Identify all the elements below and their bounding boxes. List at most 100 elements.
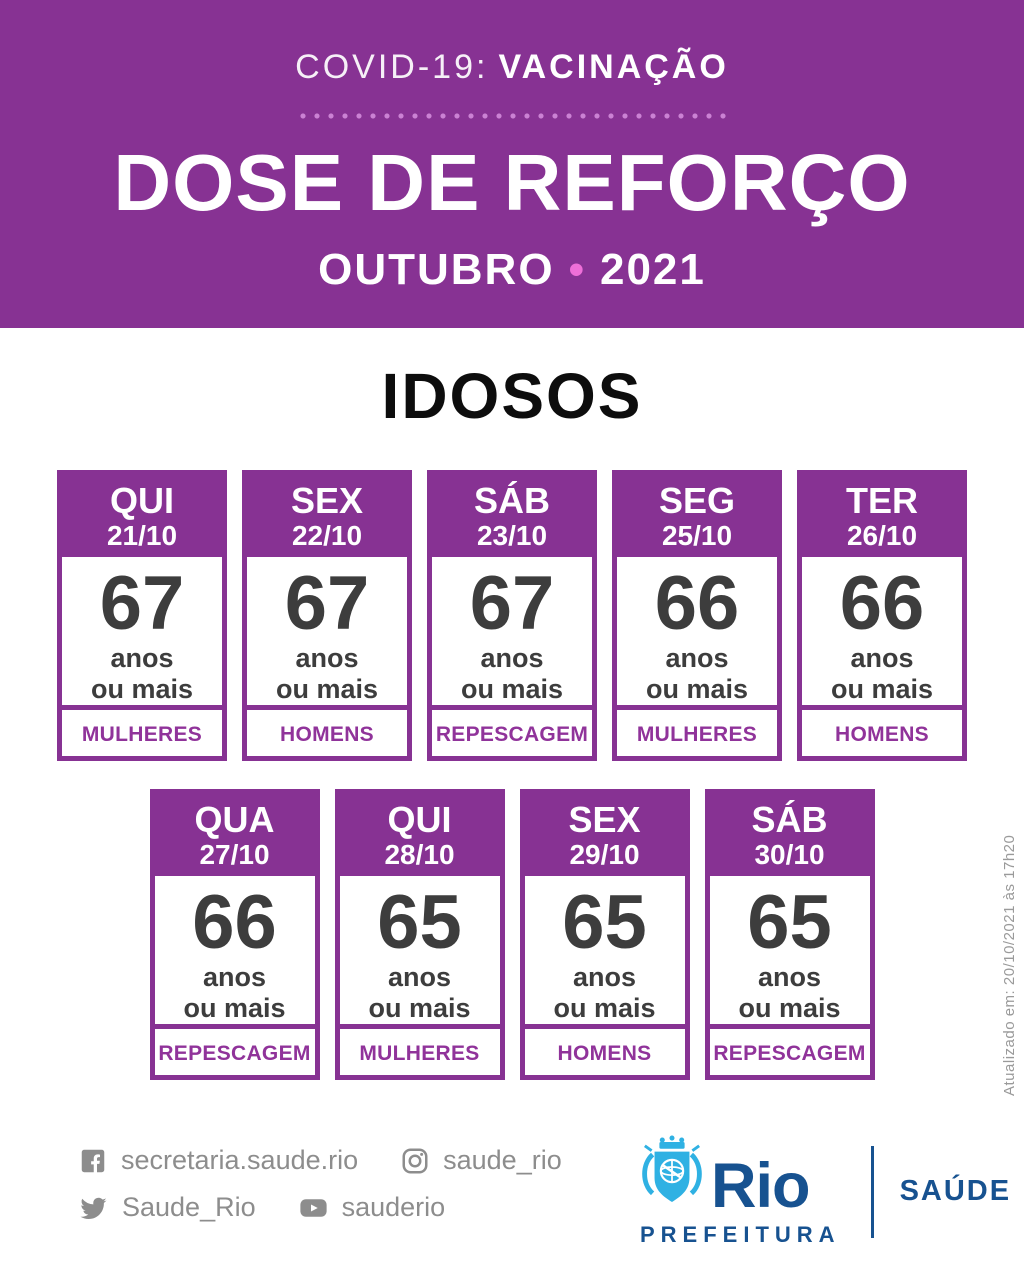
card-unit-line2: ou mais — [275, 673, 379, 704]
card-unit-line2: ou mais — [553, 992, 656, 1023]
card-category: REPESCAGEM — [154, 1023, 315, 1080]
card-age: 65 — [562, 880, 647, 965]
card-unit-line1: anos — [387, 961, 452, 992]
card-header: SÁB 30/10 — [709, 794, 870, 876]
card-day: QUA — [194, 798, 275, 840]
card-date: 25/10 — [661, 519, 733, 551]
schedule-card: SÁB 23/10 67 anos ou mais REPESCAGEM — [427, 470, 597, 761]
schedule-card: SEG 25/10 66 anos ou mais MULHERES — [612, 470, 782, 761]
card-body: 67 anos ou mais — [62, 557, 222, 705]
schedule-card: TER 26/10 66 anos ou mais HOMENS — [797, 470, 967, 761]
card-header: SEG 25/10 — [617, 475, 777, 557]
card-category-label: MULHERES — [359, 1042, 480, 1066]
schedule-card: SEX 29/10 65 anos ou mais HOMENS — [519, 789, 690, 1080]
card-unit-line2: ou mais — [645, 673, 749, 704]
card-date: 28/10 — [384, 838, 455, 870]
card-header: SÁB 23/10 — [432, 475, 592, 557]
twitter-icon — [78, 1193, 109, 1223]
header-band: COVID-19: VACINAÇÃO DOSE DE REFORÇO OUTUB… — [0, 0, 1024, 328]
schedule-card: SÁB 30/10 65 anos ou mais REPESCAGEM — [704, 789, 875, 1080]
card-category-label: MULHERES — [636, 723, 758, 747]
card-day: SEG — [658, 479, 736, 521]
saude-label: SAÚDE — [899, 1175, 1012, 1207]
card-age: 65 — [747, 880, 832, 965]
card-body: 65 anos ou mais — [710, 876, 870, 1024]
card-category: HOMENS — [802, 704, 962, 761]
card-age: 65 — [377, 880, 462, 965]
updated-note: Atualizado em: 20/10/2021 às 17h20 — [1001, 834, 1018, 1096]
subtitle-bullet-dot: • — [568, 245, 586, 294]
card-unit-line2: ou mais — [90, 673, 194, 704]
youtube-icon — [298, 1193, 329, 1223]
card-unit-line1: anos — [572, 961, 637, 992]
card-unit-line1: anos — [665, 642, 729, 673]
card-date: 26/10 — [846, 519, 918, 551]
schedule-card: QUA 27/10 66 anos ou mais REPESCAGEM — [149, 789, 320, 1080]
subtitle-month: OUTUBRO — [318, 245, 555, 294]
card-date: 29/10 — [569, 838, 640, 870]
card-unit-line2: ou mais — [738, 992, 841, 1023]
card-age: 66 — [839, 561, 925, 646]
card-day: SÁB — [473, 479, 550, 521]
card-day: SEX — [290, 479, 364, 521]
card-header: SEX 29/10 — [524, 794, 685, 876]
card-body: 66 anos ou mais — [617, 557, 777, 705]
subtitle-year: 2021 — [599, 245, 706, 294]
card-body: 66 anos ou mais — [802, 557, 962, 705]
card-unit-line2: ou mais — [830, 673, 934, 704]
twitter-handle: Saude_Rio — [122, 1192, 256, 1222]
social-row-2: Saude_Rio sauderio — [78, 1192, 562, 1223]
rio-logo-top: Rio — [640, 1135, 841, 1217]
card-unit-line1: anos — [480, 642, 544, 673]
card-unit-line1: anos — [202, 961, 267, 992]
schedule-card: QUI 28/10 65 anos ou mais MULHERES — [334, 789, 505, 1080]
card-date: 23/10 — [476, 519, 548, 551]
card-age: 67 — [284, 561, 370, 646]
card-category: HOMENS — [524, 1023, 685, 1080]
card-category-label: MULHERES — [81, 723, 203, 747]
card-day: TER — [846, 479, 918, 521]
rio-prefeitura-logo: Rio PREFEITURA SAÚDE — [640, 1135, 1011, 1248]
card-day: QUI — [387, 798, 452, 840]
logo-divider — [870, 1145, 874, 1238]
card-date: 21/10 — [106, 519, 178, 551]
card-category-label: HOMENS — [835, 723, 929, 747]
card-category: MULHERES — [339, 1023, 500, 1080]
card-age: 67 — [99, 561, 185, 646]
instagram-icon — [400, 1146, 430, 1176]
kicker-vacinacao-label: VACINAÇÃO — [498, 48, 729, 86]
card-body: 66 anos ou mais — [155, 876, 315, 1024]
social-item-instagram: saude_rio — [400, 1145, 562, 1176]
card-category-label: REPESCAGEM — [158, 1042, 311, 1066]
instagram-handle: saude_rio — [443, 1145, 562, 1175]
card-day: QUI — [109, 479, 174, 521]
footer: secretaria.saude.rio saude_rio Saude_Rio — [0, 1125, 1024, 1280]
poster-subtitle: OUTUBRO • 2021 — [0, 245, 1024, 295]
card-header: QUI 21/10 — [62, 475, 222, 557]
dotted-divider — [296, 113, 728, 119]
card-category-label: REPESCAGEM — [713, 1042, 866, 1066]
social-handles: secretaria.saude.rio saude_rio Saude_Rio — [78, 1145, 562, 1239]
schedule-card: QUI 21/10 67 anos ou mais MULHERES — [57, 470, 227, 761]
prefeitura-label: PREFEITURA — [640, 1222, 841, 1247]
card-date: 27/10 — [199, 838, 270, 870]
card-age: 67 — [469, 561, 555, 646]
social-item-youtube: sauderio — [298, 1192, 445, 1223]
social-row-1: secretaria.saude.rio saude_rio — [78, 1145, 562, 1176]
card-header: QUA 27/10 — [154, 794, 315, 876]
card-category: REPESCAGEM — [432, 704, 592, 761]
card-unit-line1: anos — [295, 642, 359, 673]
card-body: 67 anos ou mais — [432, 557, 592, 705]
kicker: COVID-19: VACINAÇÃO — [0, 0, 1024, 87]
card-date: 30/10 — [754, 838, 825, 870]
card-age: 66 — [192, 880, 277, 965]
cards-row-1: QUI 21/10 67 anos ou mais MULHERES SEX 2… — [0, 470, 1024, 761]
cards-row-2: QUA 27/10 66 anos ou mais REPESCAGEM QUI… — [0, 789, 1024, 1080]
card-header: QUI 28/10 — [339, 794, 500, 876]
kicker-covid-label: COVID-19: — [295, 48, 489, 86]
card-body: 65 anos ou mais — [340, 876, 500, 1024]
card-unit-line1: anos — [757, 961, 822, 992]
card-unit-line1: anos — [110, 642, 174, 673]
card-category: MULHERES — [617, 704, 777, 761]
facebook-handle: secretaria.saude.rio — [121, 1145, 359, 1175]
